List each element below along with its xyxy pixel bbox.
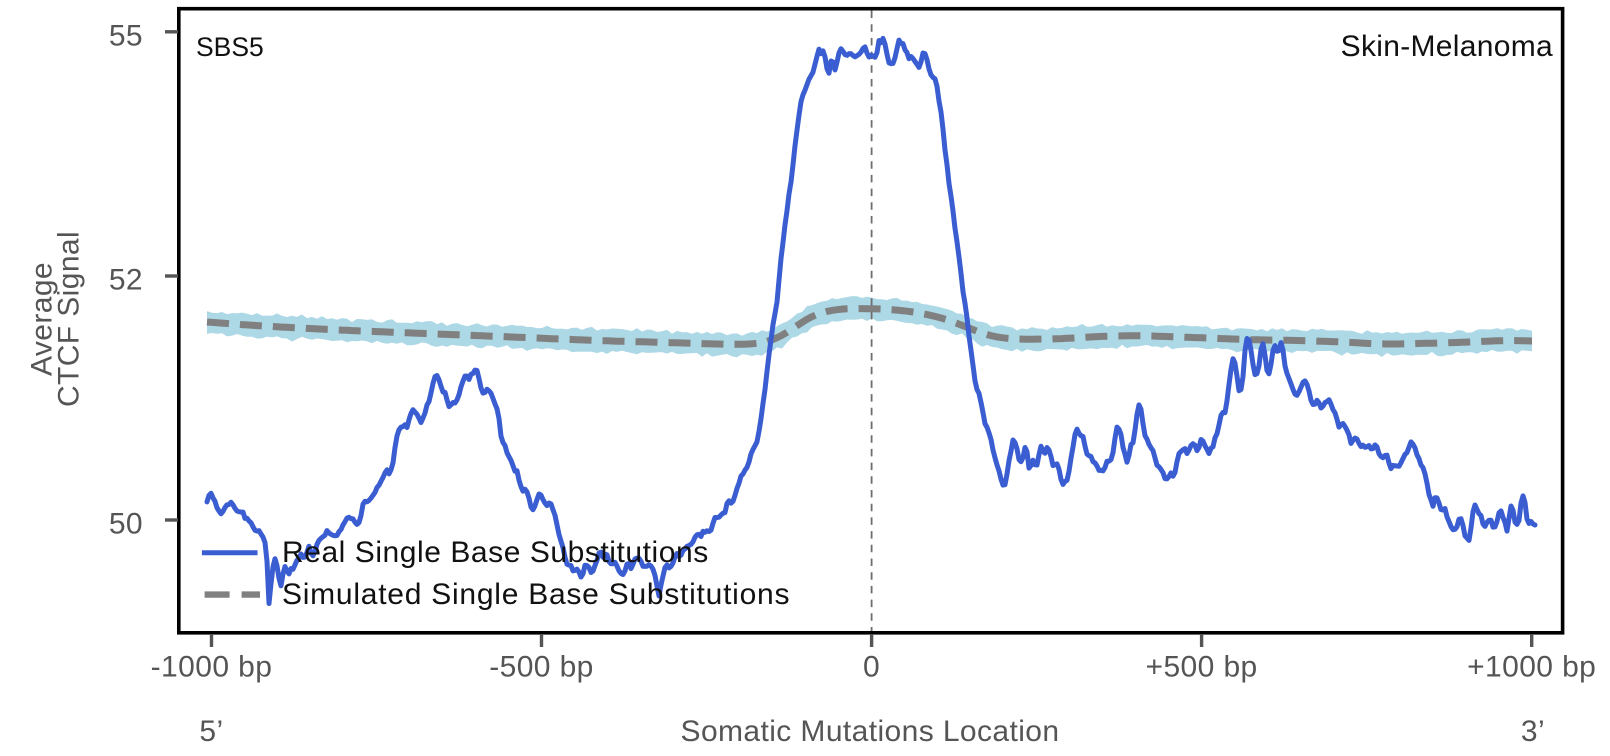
svg-text:-500 bp: -500 bp (489, 651, 594, 684)
svg-text:Somatic Mutations Location: Somatic Mutations Location (681, 715, 1060, 748)
svg-text:CTCF Signal: CTCF Signal (52, 231, 85, 407)
svg-text:+1000 bp: +1000 bp (1467, 651, 1596, 684)
svg-text:3’: 3’ (1521, 715, 1545, 748)
svg-text:-1000 bp: -1000 bp (151, 651, 273, 684)
svg-text:50: 50 (109, 508, 143, 541)
svg-text:Skin-Melanoma: Skin-Melanoma (1341, 30, 1553, 63)
svg-text:5’: 5’ (199, 715, 223, 748)
svg-text:Simulated Single Base Substitu: Simulated Single Base Substitutions (282, 578, 790, 611)
svg-text:SBS5: SBS5 (196, 32, 264, 62)
svg-text:+500 bp: +500 bp (1146, 651, 1258, 684)
svg-text:Real Single Base Substitutions: Real Single Base Substitutions (282, 536, 709, 569)
svg-text:55: 55 (109, 19, 143, 52)
svg-text:52: 52 (109, 264, 143, 297)
svg-text:Average: Average (25, 262, 58, 376)
svg-text:0: 0 (863, 651, 880, 684)
